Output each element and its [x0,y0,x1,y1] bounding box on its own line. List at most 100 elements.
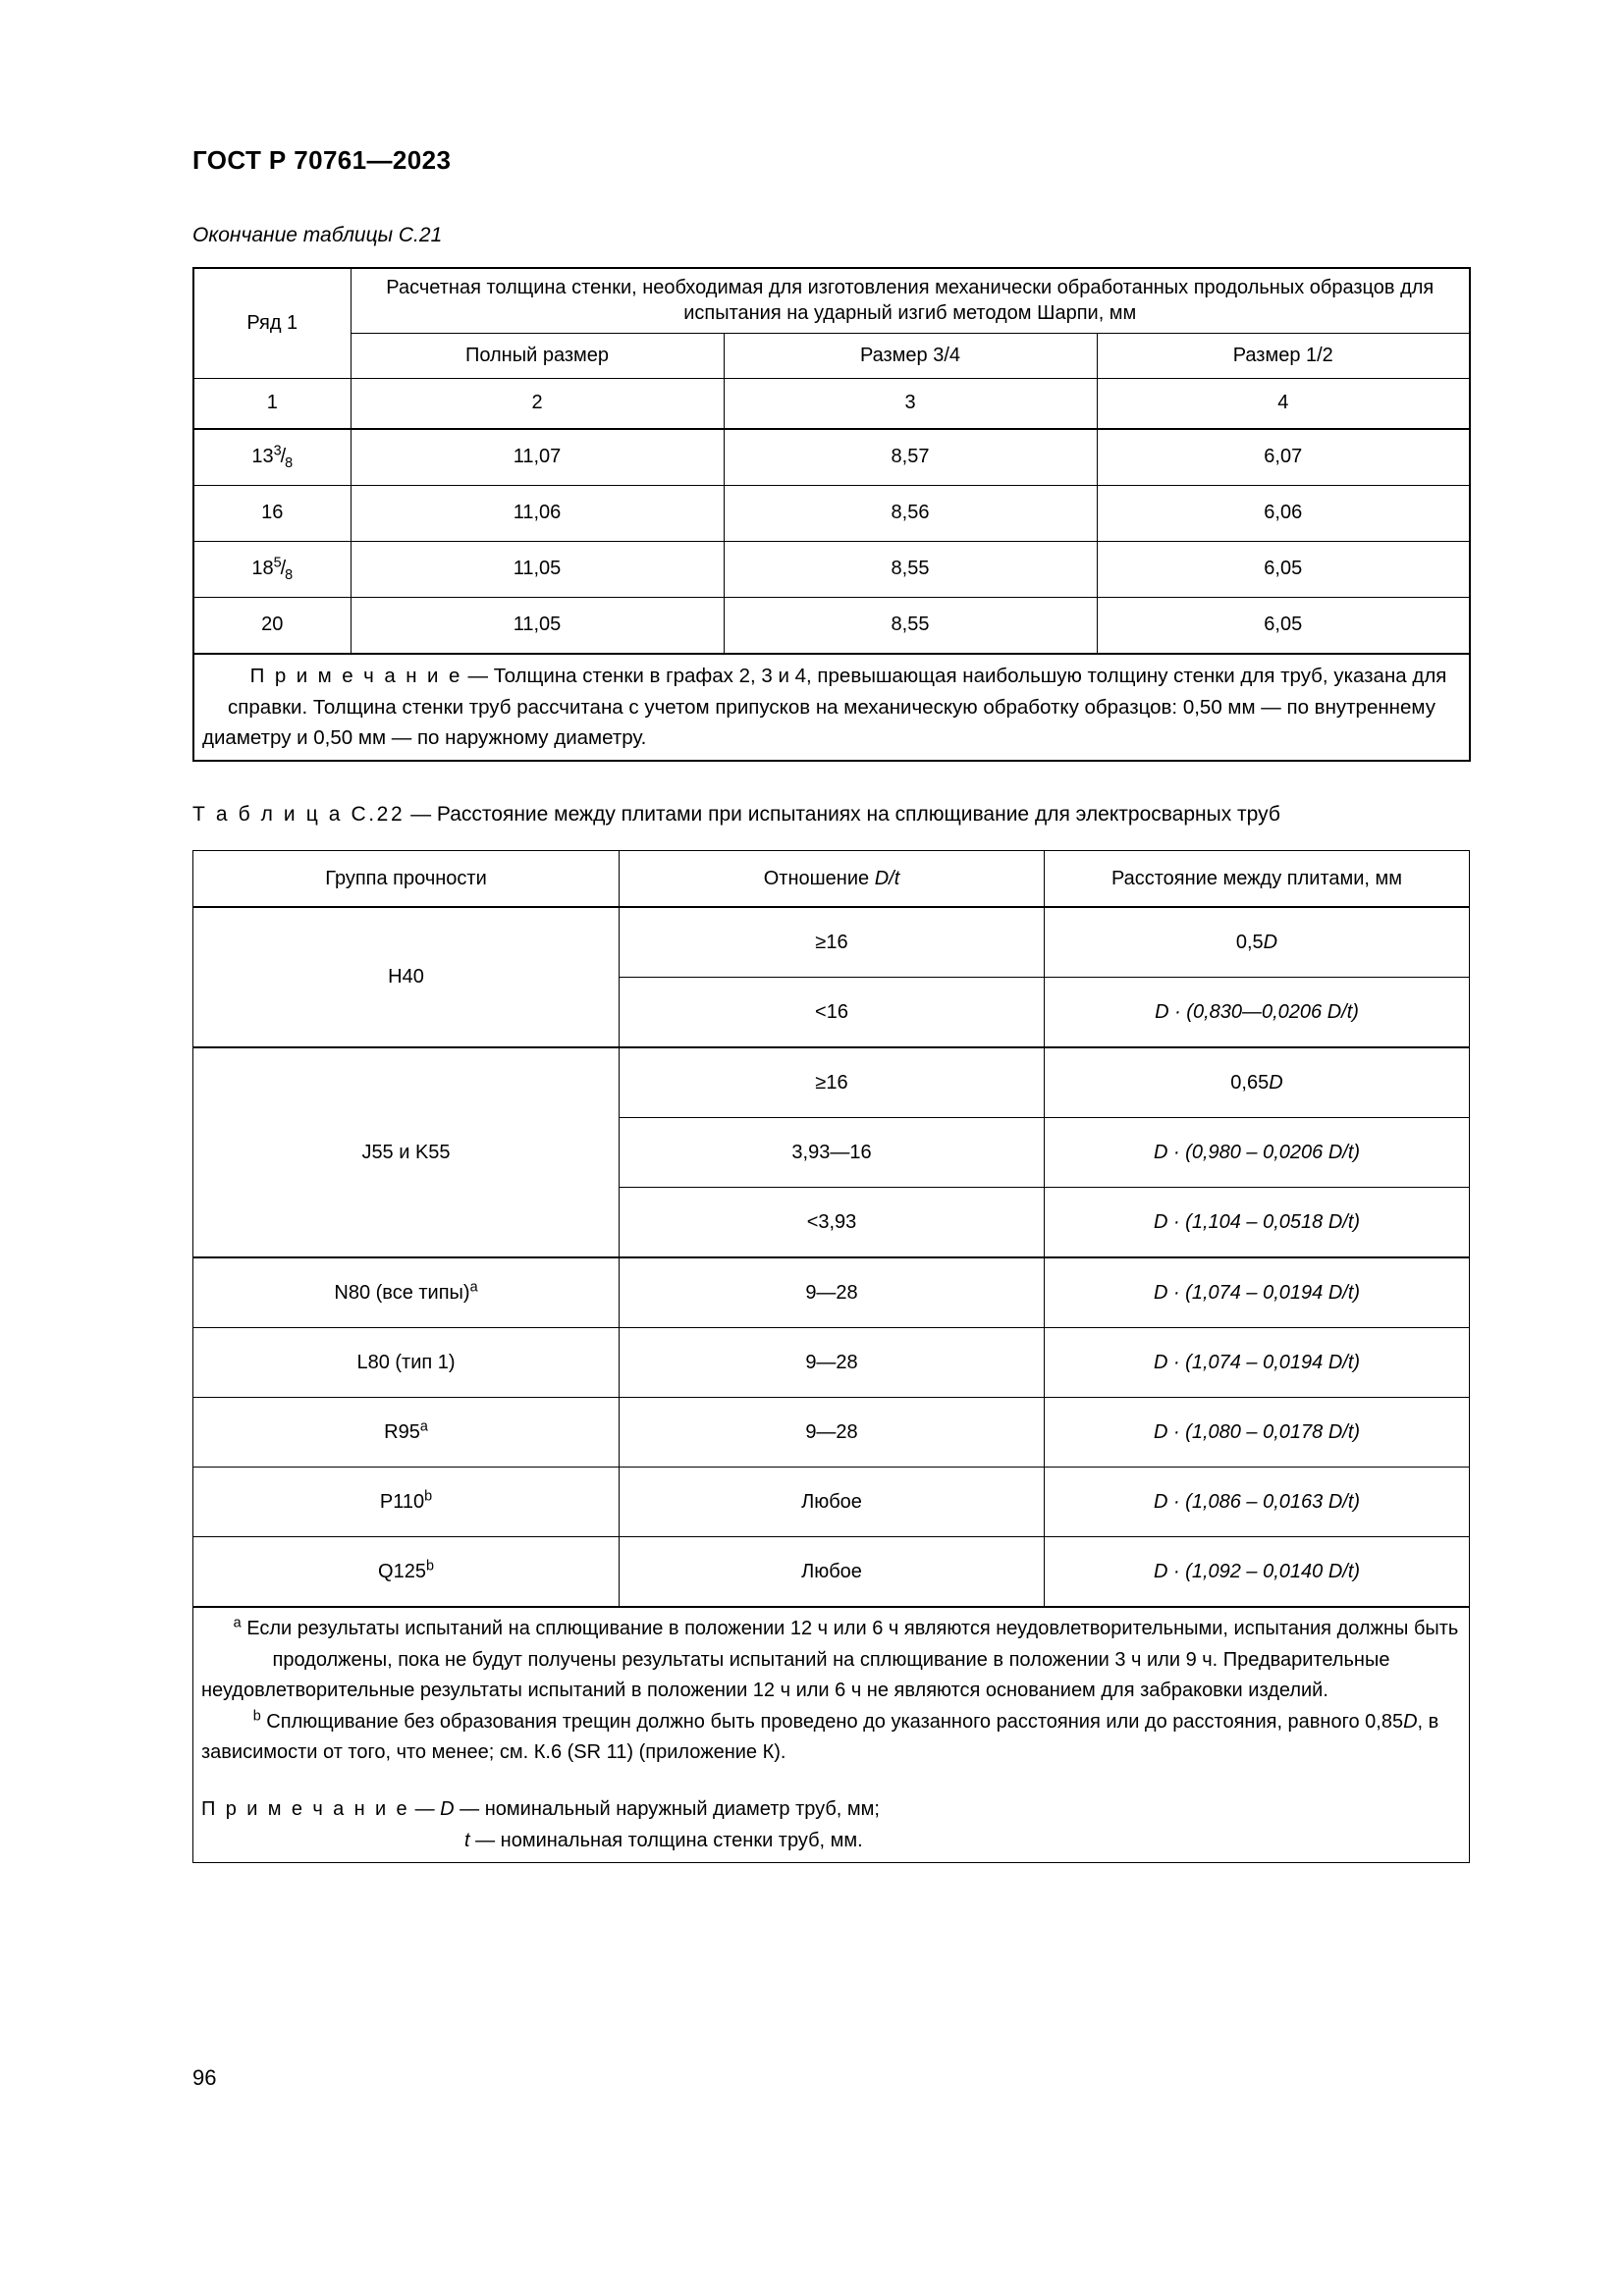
table-c22-note-line2: t — номинальная толщина стенки труб, мм. [464,1829,863,1851]
table-c22-cell-group: N80 (все типы)a [192,1256,620,1328]
table-c22-cell-distance: D · (0,980 – 0,0206 D/t) [1044,1117,1470,1188]
table-c22-cell-ratio: 9—28 [619,1327,1045,1398]
table-c22-cell-ratio: 9—28 [619,1397,1045,1468]
table-c21: Ряд 1 Расчетная толщина стенки, необходи… [191,266,1472,763]
table-c21-colnum-1: 1 [192,377,352,430]
note-text: — Толщина стенки в графах 2, 3 и 4, прев… [202,664,1447,750]
table-c22-caption: Т а б л и ц а С.22 — Расстояние между пл… [192,803,1280,827]
fraction-value: 133/8 [251,443,294,472]
table-c21-note: П р и м е ч а н и е — Толщина стенки в г… [191,653,1472,763]
table-c21-subheader-three-quarter: Размер 3/4 [723,332,1098,379]
table-row: 16 11,06 8,56 6,06 [192,484,1472,542]
table-c22-cell-group: J55 и K55 [192,1046,620,1258]
table-c22-cell-group: L80 (тип 1) [192,1327,620,1398]
footnote-b: b Сплющивание без образования трещин дол… [201,1708,1439,1764]
table-c21-header-ryad: Ряд 1 [192,266,352,379]
table-c22-header-row: Группа прочности Отношение D/t Расстояни… [192,850,1470,908]
table-row: H40 ≥16 0,5D [192,906,1470,1048]
table-row: <16 D · (0,830—0,0206 D/t) [193,977,1470,1048]
footnote-marker-a: a [233,1615,242,1631]
table-c22-header-group: Группа прочности [192,850,620,908]
table-c21-colnum-2: 2 [350,377,725,430]
table-c22-cell-ratio: ≥16 [619,1046,1045,1118]
table-c22-footnotes-row: a Если результаты испытаний на сплющиван… [192,1606,1470,1864]
table-row: <3,93 D · (1,104 – 0,0518 D/t) [193,1187,1470,1258]
table-c21-subheader-full: Полный размер [350,332,725,379]
footnote-marker: a [419,1417,428,1434]
table-c21-cell-ryad: 20 [192,596,352,655]
table-c22-footnotes: a Если результаты испытаний на сплющиван… [192,1606,1470,1864]
table-row: 3,93—16 D · (0,980 – 0,0206 D/t) [193,1117,1470,1188]
table-c22-cell-group: P110b [192,1467,620,1537]
table-c22-cell-group: Q125b [192,1536,620,1608]
table-c22-cell-ratio: ≥16 [619,906,1045,978]
table-c22-cell-ratio: Любое [619,1536,1045,1608]
table-c21-cell-three-quarter: 8,57 [723,428,1098,486]
table-c22-cell-distance: 0,5D [1044,906,1470,978]
footnote-marker: b [424,1487,433,1504]
table-row: 133/8 11,07 8,57 6,07 [192,428,1472,486]
table-c21-colnum-3: 3 [723,377,1098,430]
table-c22-caption-text: — Расстояние между плитами при испытания… [405,803,1280,826]
table-c21-header-row-2: Полный размер Размер 3/4 Размер 1/2 [193,332,1472,379]
page-number: 96 [192,2065,217,2090]
table-row: R95a 9—28 D · (1,080 – 0,0178 D/t) [192,1397,1470,1468]
table-c21-cell-half: 6,05 [1096,540,1472,598]
table-c21-cell-ryad: 185/8 [192,540,352,598]
footnote-a: a Если результаты испытаний на сплющиван… [201,1615,1459,1702]
table-c21-cell-three-quarter: 8,55 [723,596,1098,655]
table-c22-cell-distance: D · (1,074 – 0,0194 D/t) [1044,1256,1470,1328]
table-c21-cell-full: 11,06 [350,484,725,542]
table-c21-continuation-caption: Окончание таблицы С.21 [192,224,443,246]
table-c21-subheader-half: Размер 1/2 [1096,332,1472,379]
table-c22-cell-distance: D · (1,074 – 0,0194 D/t) [1044,1327,1470,1398]
table-row: J55 и K55 ≥16 0,65D [192,1046,1470,1258]
table-c21-cell-full: 11,05 [350,596,725,655]
table-c22-cell-ratio: 3,93—16 [619,1117,1045,1188]
table-c21-cell-half: 6,06 [1096,484,1472,542]
table-row: 20 11,05 8,55 6,05 [192,596,1472,655]
table-c22-cell-distance: D · (1,104 – 0,0518 D/t) [1044,1187,1470,1258]
table-row: 185/8 11,05 8,55 6,05 [192,540,1472,598]
document-header-standard-number: ГОСТ Р 70761—2023 [192,145,452,175]
table-c21-cell-three-quarter: 8,56 [723,484,1098,542]
table-c22-caption-label: Т а б л и ц а С.22 [192,803,406,826]
table-row: P110b Любое D · (1,086 – 0,0163 D/t) [192,1467,1470,1537]
note-label: П р и м е ч а н и е [249,664,462,687]
fraction-value: 185/8 [251,555,294,584]
table-c22-cell-distance: D · (1,086 – 0,0163 D/t) [1044,1467,1470,1537]
table-c22-cell-group: R95a [192,1397,620,1468]
footnote-marker: a [469,1278,478,1295]
table-c22-cell-distance: D · (1,080 – 0,0178 D/t) [1044,1397,1470,1468]
table-row: N80 (все типы)a 9—28 D · (1,074 – 0,0194… [192,1256,1470,1328]
table-c22-note: П р и м е ч а н и е — D — номинальный на… [201,1794,1461,1856]
table-c22-header-ratio: Отношение D/t [619,850,1045,908]
table-c21-cell-half: 6,07 [1096,428,1472,486]
footnote-marker-b: b [252,1708,261,1725]
table-c22-cell-distance: D · (0,830—0,0206 D/t) [1044,977,1470,1048]
table-c22-cell-ratio: Любое [619,1467,1045,1537]
table-c22-header-distance: Расстояние между плитами, мм [1044,850,1470,908]
table-c21-cell-full: 11,05 [350,540,725,598]
table-c21-cell-half: 6,05 [1096,596,1472,655]
table-c21-cell-full: 11,07 [350,428,725,486]
table-c22-cell-ratio: <3,93 [619,1187,1045,1258]
table-c21-cell-three-quarter: 8,55 [723,540,1098,598]
table-row: L80 (тип 1) 9—28 D · (1,074 – 0,0194 D/t… [192,1327,1470,1398]
table-c22-cell-ratio: <16 [619,977,1045,1048]
table-row: Q125b Любое D · (1,092 – 0,0140 D/t) [192,1536,1470,1608]
table-c21-cell-ryad: 133/8 [192,428,352,486]
table-c21-header-row-1: Ряд 1 Расчетная толщина стенки, необходи… [192,266,1472,379]
table-c21-column-number-row: 1 2 3 4 [192,377,1472,430]
table-c21-header-span: Расчетная толщина стенки, необходимая дл… [350,266,1472,334]
table-c22-cell-distance: D · (1,092 – 0,0140 D/t) [1044,1536,1470,1608]
table-c22: Группа прочности Отношение D/t Расстояни… [192,850,1470,1864]
note-label: П р и м е ч а н и е [201,1797,410,1820]
table-c21-cell-ryad: 16 [192,484,352,542]
table-c22-cell-ratio: 9—28 [619,1256,1045,1328]
table-c22-cell-group: H40 [192,906,620,1048]
table-c22-cell-distance: 0,65D [1044,1046,1470,1118]
table-c21-colnum-4: 4 [1096,377,1472,430]
table-c21-note-row: П р и м е ч а н и е — Толщина стенки в г… [191,653,1472,763]
